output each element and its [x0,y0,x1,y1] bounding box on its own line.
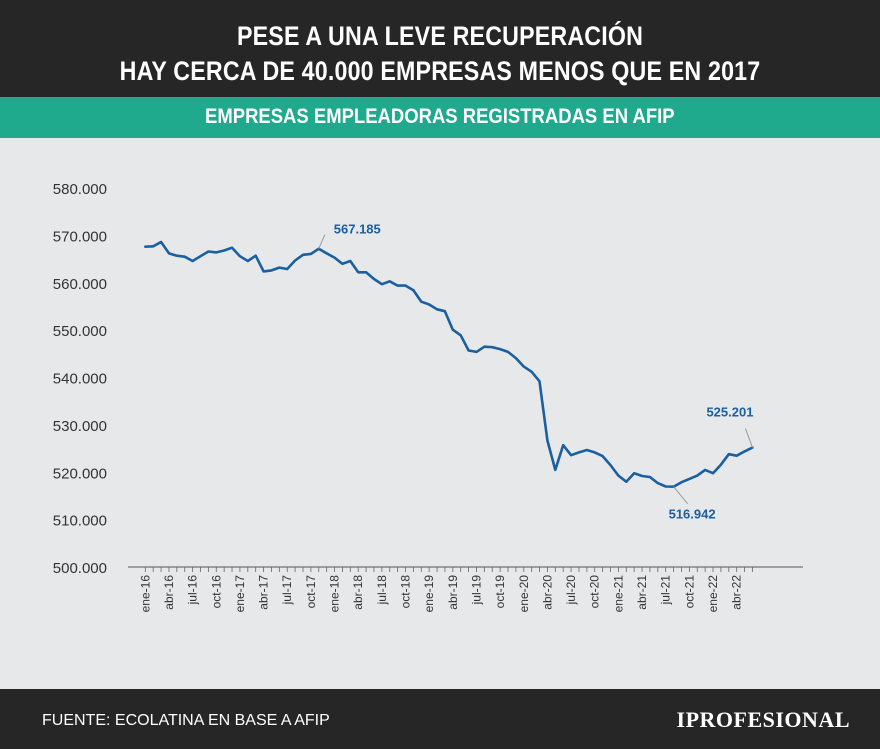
x-tick-label: jul-20 [564,575,578,606]
x-tick-label: abr-17 [257,575,271,610]
y-tick-label: 500.000 [53,560,107,577]
data-label: 516.942 [669,507,716,522]
x-tick-label: ene-20 [517,575,531,613]
x-tick-label: abr-20 [540,575,554,610]
chart-header: PESE A UNA LEVE RECUPERACIÓN HAY CERCA D… [0,0,880,97]
chart-subtitle-band: EMPRESAS EMPLEADORAS REGISTRADAS EN AFIP [0,97,880,138]
x-tick-label: ene-19 [422,575,436,613]
x-tick-label: ene-22 [706,575,720,613]
x-tick-label: oct-19 [493,575,507,609]
y-tick-label: 530.000 [53,418,107,435]
x-tick-label: oct-17 [304,575,318,609]
x-tick-label: oct-20 [588,575,602,609]
x-tick-label: abr-16 [162,575,176,610]
y-tick-label: 570.000 [53,228,107,245]
x-tick-label: ene-21 [611,575,625,613]
data-label: 567.185 [334,222,381,237]
chart-area: 500.000 510.000 520.000 530.000 540.000 550.0… [0,138,880,689]
annotation-leader [744,428,753,448]
x-tick-label: abr-18 [351,575,365,610]
annotation-leader [318,234,326,249]
source-note: FUENTE: ECOLATINA EN BASE A AFIP [42,712,330,729]
annotation-leader [673,486,688,505]
chart-title-line2: HAY CERCA DE 40.000 EMPRESAS MENOS QUE E… [119,56,761,86]
chart-title-line1: PESE A UNA LEVE RECUPERACIÓN [236,21,644,51]
footer: FUENTE: ECOLATINA EN BASE A AFIP IPROFES… [0,689,880,749]
data-label: 525.201 [706,405,753,420]
x-tick-label: abr-19 [446,575,460,610]
x-tick-label: abr-21 [635,575,649,610]
x-tick-label: jul-21 [659,575,673,606]
x-tick-label: ene-17 [233,575,247,613]
x-tick-label: jul-18 [375,575,389,606]
x-tick-label: oct-18 [399,575,413,609]
y-tick-label: 510.000 [53,513,107,530]
brand-logo: IPROFESIONAL [676,707,850,732]
x-tick-label: abr-22 [730,575,744,610]
x-tick-label: jul-19 [469,575,483,606]
y-tick-label: 550.000 [53,323,107,340]
y-tick-label: 540.000 [53,371,107,388]
x-tick-label: jul-17 [280,575,294,606]
series-line [144,240,754,489]
x-tick-label: oct-21 [682,575,696,609]
y-tick-label: 520.000 [53,465,107,482]
y-tick-label: 580.000 [53,181,107,198]
line-chart: 500.000 510.000 520.000 530.000 540.000 550.0… [53,181,803,613]
x-tick-label: jul-16 [186,575,200,606]
x-tick-label: ene-16 [138,575,152,613]
x-tick-label: ene-18 [328,575,342,613]
x-tick-label: oct-16 [209,575,223,609]
y-tick-label: 560.000 [53,276,107,293]
chart-subtitle: EMPRESAS EMPLEADORAS REGISTRADAS EN AFIP [205,105,675,128]
